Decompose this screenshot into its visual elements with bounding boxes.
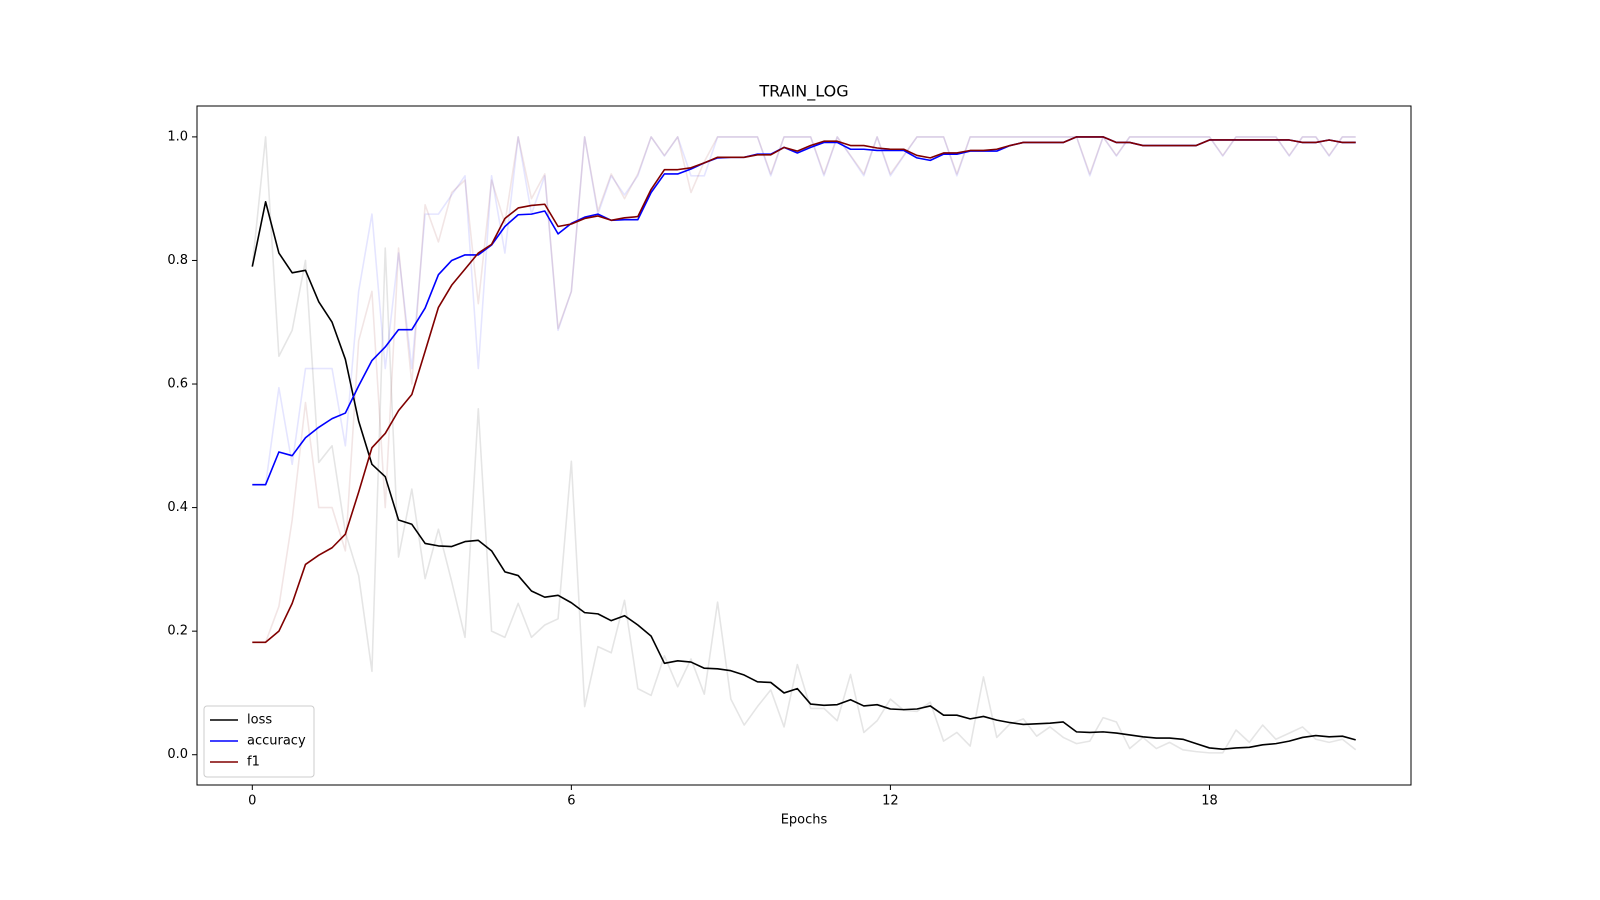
legend-box bbox=[203, 705, 315, 778]
raw-line bbox=[252, 136, 1356, 486]
legend-label: accuracy bbox=[247, 734, 306, 749]
y-tick-label: 0.4 bbox=[167, 500, 188, 515]
legend-label: f1 bbox=[247, 755, 260, 770]
y-tick-label: 0.6 bbox=[167, 377, 188, 392]
y-tick-label: 1.0 bbox=[167, 129, 188, 144]
y-tick-label: 0.0 bbox=[167, 747, 188, 762]
x-tick-label: 0 bbox=[248, 794, 256, 809]
x-axis-label: Epochs bbox=[781, 813, 828, 828]
raw-line bbox=[252, 136, 1356, 644]
series-line bbox=[252, 136, 1356, 644]
y-tick-label: 0.8 bbox=[167, 253, 188, 268]
x-tick-label: 6 bbox=[567, 794, 575, 809]
legend-label: loss bbox=[247, 713, 272, 728]
x-tick-label: 12 bbox=[882, 794, 899, 809]
axes-frame bbox=[196, 105, 1412, 786]
series-line bbox=[251, 200, 1356, 750]
raw-line bbox=[251, 136, 1357, 754]
chart-title: TRAIN_LOG bbox=[758, 82, 848, 102]
y-tick-label: 0.2 bbox=[167, 624, 188, 639]
x-tick-label: 18 bbox=[1201, 794, 1218, 809]
